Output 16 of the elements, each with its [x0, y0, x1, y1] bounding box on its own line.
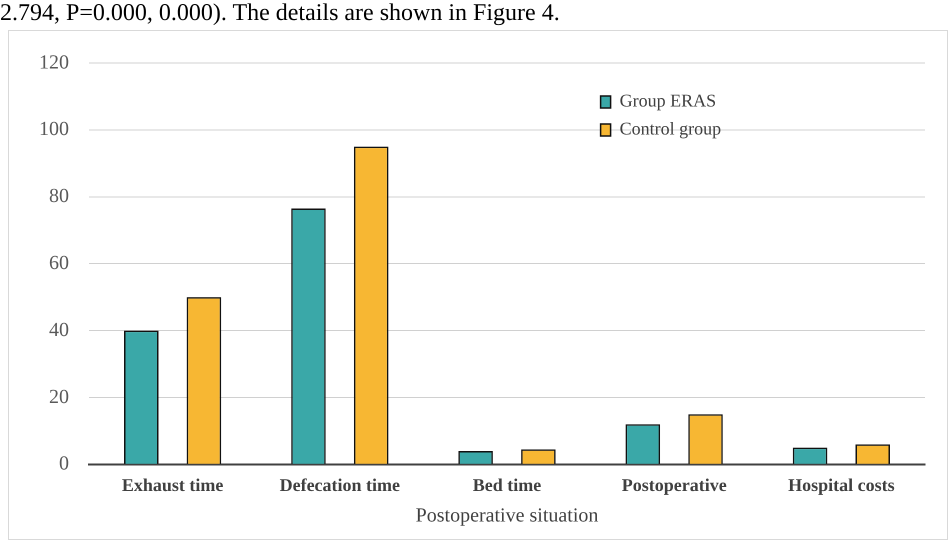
x-tick-label: Bed time	[472, 474, 542, 495]
x-axis-title: Postoperative situation	[416, 504, 598, 526]
x-tick-label: Exhaust time	[122, 474, 224, 495]
y-tick-label: 100	[39, 118, 69, 140]
x-tick-label: Hospital costs	[788, 474, 895, 495]
x-tick-label: Postoperative	[622, 474, 727, 495]
text: 2.794, P=0.000, 0.000). The details are shown in Figure 4.	[0, 0, 560, 27]
legend-label: Control group	[620, 118, 722, 139]
y-tick-label: 0	[59, 452, 69, 475]
legend-label: Group ERAS	[620, 90, 716, 111]
x-tick-label: Defecation time	[280, 474, 400, 495]
y-tick-label: 120	[39, 51, 69, 74]
y-tick-label: 80	[49, 185, 69, 208]
y-tick-label: 20	[49, 386, 69, 408]
y-tick-label: 60	[49, 252, 69, 274]
y-tick-label: 40	[49, 318, 69, 341]
